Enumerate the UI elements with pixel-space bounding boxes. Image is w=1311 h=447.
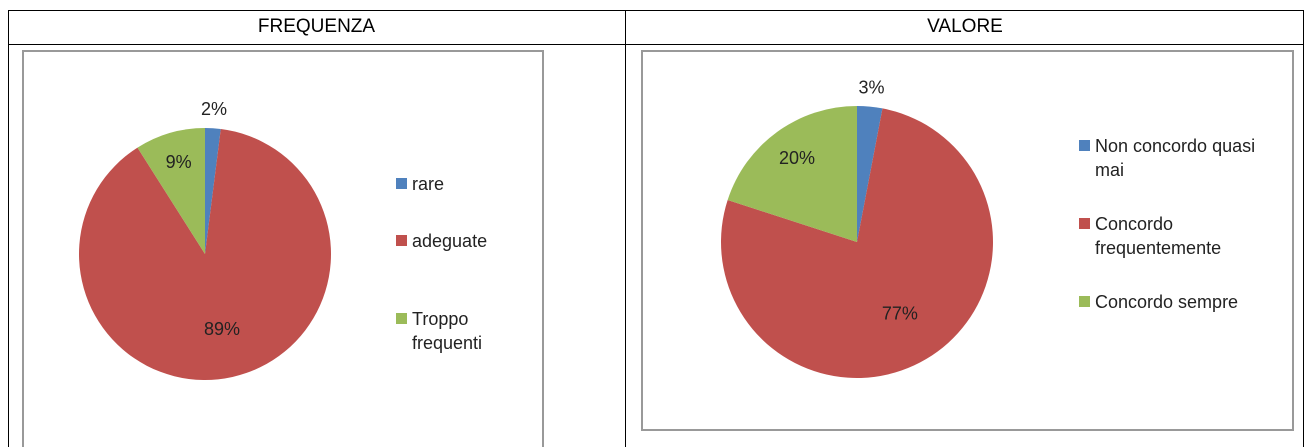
legend-swatch [1079, 296, 1090, 307]
pie-slice [857, 106, 883, 242]
legend-swatch [396, 178, 407, 189]
pie-slice [721, 108, 993, 379]
legend-label: Concordo sempre [1095, 292, 1239, 312]
data-label: 2% [201, 99, 227, 119]
legend-swatch [396, 235, 407, 246]
legend-item: Troppo frequenti [396, 307, 512, 355]
pie-slice [727, 106, 857, 242]
legend-item: rare [396, 172, 512, 196]
legend-item: Concordo sempre [1079, 290, 1260, 314]
data-label: 77% [882, 303, 918, 323]
pie-slice [79, 128, 332, 380]
pie-chart: 2% 89% 9% [79, 99, 332, 380]
column-divider [625, 10, 626, 447]
legend-swatch [1079, 140, 1090, 151]
legend-item: Non concordo quasi mai [1079, 134, 1260, 182]
column-header: FREQUENZA [257, 16, 376, 37]
data-label: 3% [858, 77, 884, 97]
legend-swatch [396, 313, 407, 324]
legend-label: adeguate [412, 231, 488, 251]
legend-label: Concordo frequentemente [1095, 214, 1222, 258]
legend-label: Non concordo quasi mai [1095, 136, 1256, 180]
chart-box: 3% 77% 20% Non concordo quasi mai Concordo f… [641, 50, 1294, 431]
pie-slice [205, 128, 221, 254]
data-label: 89% [204, 319, 240, 339]
pie-chart: 3% 77% 20% [721, 77, 993, 379]
column-header: VALORE [927, 16, 1003, 37]
legend-swatch [1079, 218, 1090, 229]
legend-label: rare [412, 174, 445, 194]
data-label: 9% [166, 152, 192, 172]
data-label: 20% [779, 148, 815, 168]
pie-slice [137, 128, 205, 254]
legend-item: Concordo frequentemente [1079, 212, 1260, 260]
header-divider [8, 44, 1304, 45]
legend-label: Troppo frequenti [412, 309, 483, 353]
legend-item: adeguate [396, 229, 512, 253]
chart-box: 2% 89% 9% rare adeguate Troppo frequenti [22, 50, 544, 447]
table [8, 10, 1304, 447]
